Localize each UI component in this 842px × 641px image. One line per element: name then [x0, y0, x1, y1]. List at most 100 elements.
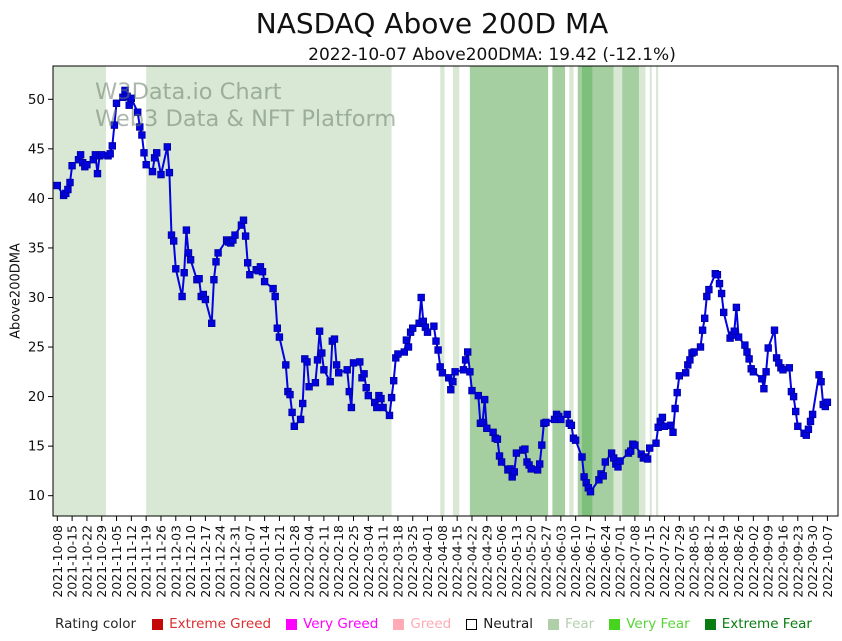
data-point-marker	[675, 372, 683, 380]
x-tick-label: 2021-12-10	[183, 525, 198, 598]
x-tick-label: 2022-06-24	[598, 525, 613, 598]
data-point-marker	[447, 385, 455, 394]
rating-band-light-13	[649, 66, 652, 516]
data-point-marker	[142, 160, 150, 169]
data-point-marker	[356, 358, 364, 366]
data-point-marker	[732, 303, 741, 312]
y-tick-label: 10	[28, 488, 45, 504]
data-point-marker	[646, 444, 654, 452]
rating-band-light-1	[146, 66, 392, 516]
data-point-marker	[703, 292, 711, 301]
data-point-marker	[779, 366, 787, 374]
y-tick-label: 25	[28, 340, 45, 356]
data-point-marker	[542, 418, 550, 427]
data-point-marker	[432, 337, 440, 345]
rating-band-medium-5	[552, 66, 566, 516]
data-point-marker	[112, 99, 121, 107]
legend-item-very-fear: Very Fear	[609, 616, 690, 632]
legend-item-extreme-fear: Extreme Fear	[704, 616, 812, 632]
x-tick-label: 2022-02-04	[302, 525, 317, 598]
data-point-marker	[288, 408, 296, 417]
data-point-marker	[201, 295, 210, 304]
data-point-marker	[387, 393, 396, 402]
data-point-marker	[394, 350, 402, 358]
data-point-marker	[136, 123, 144, 131]
data-point-marker	[444, 374, 453, 382]
data-point-marker	[241, 232, 250, 240]
data-point-marker	[311, 378, 320, 387]
data-point-marker	[286, 390, 294, 399]
data-point-marker	[686, 356, 694, 364]
data-point-marker	[210, 275, 218, 284]
x-tick-label: 2022-07-08	[627, 525, 642, 598]
data-point-marker	[466, 368, 474, 376]
data-point-marker	[745, 355, 753, 363]
greed-swatch-icon	[393, 618, 405, 630]
x-tick-label: 2022-07-29	[672, 525, 687, 598]
data-point-marker	[127, 94, 135, 102]
data-point-marker	[214, 249, 222, 257]
rating-band-medium-9	[592, 66, 614, 516]
x-tick-label: 2021-12-17	[198, 525, 213, 598]
data-point-marker	[330, 335, 339, 343]
data-point-marker	[701, 314, 709, 322]
data-point-marker	[713, 270, 722, 279]
data-point-marker	[459, 366, 468, 374]
data-point-marker	[93, 169, 102, 178]
data-point-marker	[53, 181, 61, 190]
data-point-marker	[172, 265, 180, 273]
y-tick-label: 45	[28, 141, 45, 157]
data-point-marker	[165, 168, 174, 177]
x-tick-label: 2021-10-22	[79, 525, 94, 598]
data-point-marker	[402, 336, 411, 344]
data-point-marker	[808, 410, 817, 419]
data-point-marker	[76, 151, 85, 159]
data-point-marker	[148, 167, 157, 176]
data-point-marker	[315, 327, 324, 335]
x-tick-label: 2021-12-24	[213, 525, 228, 598]
rating-band-light-0	[53, 66, 106, 516]
data-point-marker	[379, 403, 387, 412]
data-point-marker	[417, 293, 425, 302]
x-tick-label: 2022-04-15	[450, 525, 465, 598]
data-point-marker	[423, 328, 432, 336]
data-point-marker	[785, 364, 793, 372]
data-point-marker	[671, 404, 679, 413]
x-tick-label: 2021-12-03	[168, 525, 183, 598]
data-point-marker	[360, 370, 368, 378]
data-point-marker	[682, 369, 690, 377]
legend-item-label: Fear	[565, 616, 595, 632]
data-point-marker	[817, 377, 825, 386]
data-point-marker	[66, 178, 74, 187]
data-point-marker	[557, 415, 565, 424]
data-point-marker	[243, 259, 252, 267]
data-point-marker	[616, 457, 624, 465]
data-point-marker	[313, 356, 322, 364]
data-point-marker	[474, 391, 482, 400]
x-tick-label: 2022-04-29	[479, 525, 494, 598]
x-tick-label: 2022-04-08	[435, 525, 450, 598]
data-point-marker	[273, 324, 281, 332]
x-tick-label: 2021-11-12	[124, 525, 139, 598]
very-greed-swatch-icon	[286, 618, 298, 630]
data-point-marker	[717, 289, 726, 298]
data-point-marker	[434, 346, 442, 354]
data-point-marker	[349, 359, 358, 367]
data-point-marker	[527, 465, 535, 473]
data-point-marker	[180, 268, 188, 277]
x-tick-label: 2022-02-18	[331, 525, 346, 598]
data-point-marker	[110, 121, 119, 129]
y-tick-label: 30	[28, 290, 45, 306]
data-point-marker	[305, 382, 313, 391]
data-point-marker	[195, 274, 203, 283]
data-point-marker	[483, 424, 491, 432]
x-tick-label: 2022-07-01	[613, 525, 628, 598]
legend-item-label: Extreme Greed	[169, 616, 272, 632]
data-point-marker	[408, 324, 417, 332]
data-point-marker	[451, 368, 459, 376]
data-point-marker	[493, 435, 502, 443]
x-tick-label: 2022-09-09	[761, 525, 776, 598]
extreme-greed-swatch-icon	[152, 618, 164, 630]
x-tick-label: 2022-08-12	[701, 525, 716, 598]
